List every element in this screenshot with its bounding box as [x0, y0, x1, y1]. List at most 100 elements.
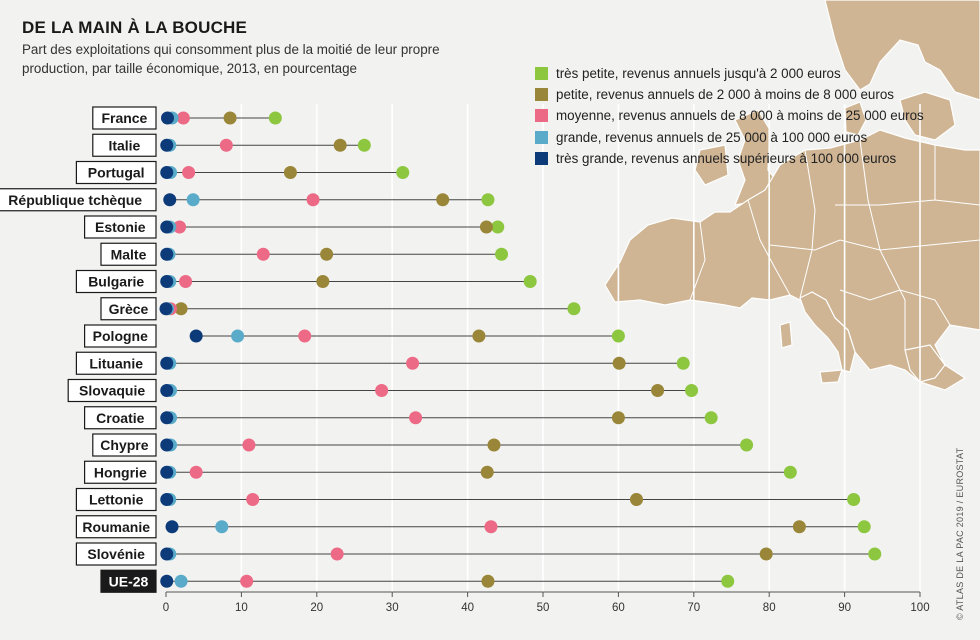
dot-tres-grande [161, 111, 175, 125]
dot-tres-petite [523, 275, 537, 288]
dot-tres-grande [160, 574, 174, 588]
country-label: Chypre [100, 437, 148, 453]
country-label: Croatie [96, 410, 144, 426]
dot-tres-grande [160, 384, 174, 397]
row-bulgarie: Bulgarie [75, 269, 537, 294]
dot-petite [174, 302, 188, 316]
legend-swatch [535, 67, 548, 81]
country-label-box [75, 542, 157, 566]
dot-moyenne [409, 411, 423, 425]
dot-moyenne [375, 384, 389, 397]
country-label: Malte [111, 246, 147, 262]
dot-petite [651, 384, 665, 397]
dot-tres-grande [160, 166, 174, 179]
country-label: Slovaquie [79, 383, 145, 399]
dot-tres-petite [685, 384, 699, 397]
country-label-box [83, 215, 157, 239]
row-lettonie: Lettonie [75, 487, 861, 512]
x-tick-label: 40 [461, 602, 474, 614]
country-label-box [83, 460, 157, 484]
row-croatie: Croatie [83, 406, 718, 430]
dot-petite [316, 275, 330, 288]
dot-petite [283, 166, 297, 179]
row-pologne: Pologne [83, 324, 625, 348]
dot-petite [480, 465, 494, 479]
dot-petite [481, 574, 495, 588]
country-label-box [75, 269, 157, 294]
dot-tres-petite [847, 493, 861, 506]
dot-moyenne [298, 329, 312, 343]
dot-petite [487, 438, 501, 452]
dot-moyenne [219, 138, 233, 152]
country-label-box [75, 160, 157, 185]
dot-tres-grande [189, 329, 203, 343]
dot-tres-grande [160, 247, 174, 261]
country-label: Pologne [93, 328, 148, 344]
dot-tres-petite [567, 302, 581, 316]
row-estonie: Estonie [83, 215, 505, 239]
dot-petite [629, 493, 643, 506]
dot-moyenne [306, 193, 320, 207]
dot-tres-grande [160, 465, 174, 479]
dot-tres-grande [160, 138, 174, 152]
dot-moyenne [189, 465, 203, 479]
dot-tres-petite [611, 329, 625, 343]
country-label: Portugal [88, 165, 145, 181]
dot-tres-grande [160, 356, 174, 370]
row-grèce: Grèce [100, 297, 581, 321]
row-lituanie: Lituanie [75, 351, 690, 375]
row-ue-28: UE-28 [100, 569, 735, 593]
dot-tres-grande [159, 302, 173, 316]
dot-petite [333, 138, 347, 152]
dot-tres-petite [676, 356, 690, 370]
country-label-box [100, 242, 157, 266]
legend-item-moyenne: moyenne, revenus annuels de 8 000 à moin… [535, 105, 924, 126]
x-tick-label: 80 [763, 602, 776, 614]
dot-petite [792, 520, 806, 534]
x-tick-label: 10 [235, 602, 248, 614]
country-label: Lituanie [89, 355, 143, 371]
map-sardinia [779, 321, 793, 349]
dot-tres-petite [740, 438, 754, 452]
x-tick-label: 100 [910, 602, 929, 614]
dot-tres-petite [857, 520, 871, 534]
dot-grande [174, 574, 188, 588]
dot-tres-petite [868, 547, 882, 561]
row-malte: Malte [100, 242, 509, 266]
dot-moyenne [173, 220, 187, 234]
row-roumanie: Roumanie [75, 515, 871, 539]
dot-petite [612, 356, 626, 370]
dot-moyenne [179, 275, 193, 288]
legend-swatch [535, 151, 548, 165]
map-sicily [819, 369, 843, 384]
legend-label: grande, revenus annuels de 25 000 à 100 … [556, 129, 868, 145]
dot-moyenne [406, 356, 420, 370]
map-ireland [694, 144, 729, 186]
dot-tres-grande [165, 520, 179, 534]
legend-label: petite, revenus annuels de 2 000 à moins… [556, 87, 894, 103]
country-label: France [101, 110, 147, 126]
dot-tres-grande [160, 547, 174, 561]
dot-tres-petite [704, 411, 718, 425]
dot-tres-petite [396, 166, 410, 179]
x-tick-label: 90 [838, 602, 851, 614]
country-label-box [75, 351, 157, 375]
row-hongrie: Hongrie [83, 460, 797, 484]
x-tick-label: 30 [386, 602, 399, 614]
x-tick-label: 60 [612, 602, 625, 614]
dot-petite [472, 329, 486, 343]
dot-grande [215, 520, 229, 534]
dot-moyenne [182, 166, 196, 179]
legend-label: moyenne, revenus annuels de 8 000 à moin… [556, 108, 924, 124]
country-label: Estonie [95, 219, 146, 235]
dot-tres-grande [160, 411, 174, 425]
legend-swatch [535, 130, 548, 144]
map-italy [799, 291, 856, 373]
map-borders [689, 139, 980, 350]
map-baltics [899, 91, 956, 141]
dot-tres-grande [160, 493, 174, 506]
country-label-box [100, 297, 157, 321]
